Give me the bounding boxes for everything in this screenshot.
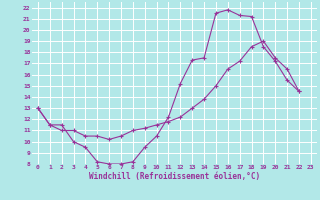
X-axis label: Windchill (Refroidissement éolien,°C): Windchill (Refroidissement éolien,°C) bbox=[89, 172, 260, 181]
